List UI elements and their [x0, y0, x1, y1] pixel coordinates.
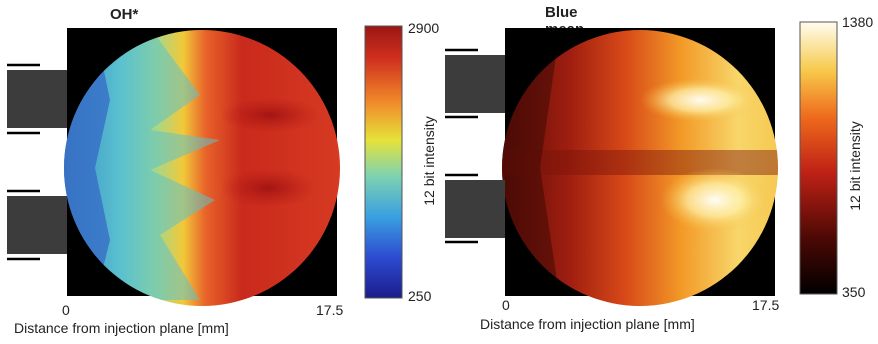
blue-colorbar-min: 350: [842, 284, 866, 300]
oh-injector-top: [7, 70, 67, 128]
blue-colorbar-max: 1380: [842, 14, 874, 30]
oh-x-axis-label: Distance from injection plane [mm]: [14, 320, 229, 336]
oh-injector-bottom: [7, 196, 67, 254]
oh-x-min-label: 0: [62, 302, 70, 318]
blue-x-min-label: 0: [502, 297, 510, 313]
oh-x-max-label: 17.5: [316, 302, 344, 318]
blue-colorbar: [799, 21, 838, 295]
oh-colorbar-min: 250: [408, 288, 432, 304]
oh-colorbar-max: 2900: [408, 20, 440, 36]
oh-colorbar: [364, 25, 403, 299]
blue-injector-bottom: [445, 180, 505, 238]
blue-injector-top: [445, 55, 505, 113]
blue-colorbar-label: 12 bit intensity: [847, 121, 863, 211]
blue-x-max-label: 17.5: [752, 297, 780, 313]
blue-flame: [502, 30, 778, 306]
blue-x-axis-label: Distance from injection plane [mm]: [480, 316, 695, 332]
